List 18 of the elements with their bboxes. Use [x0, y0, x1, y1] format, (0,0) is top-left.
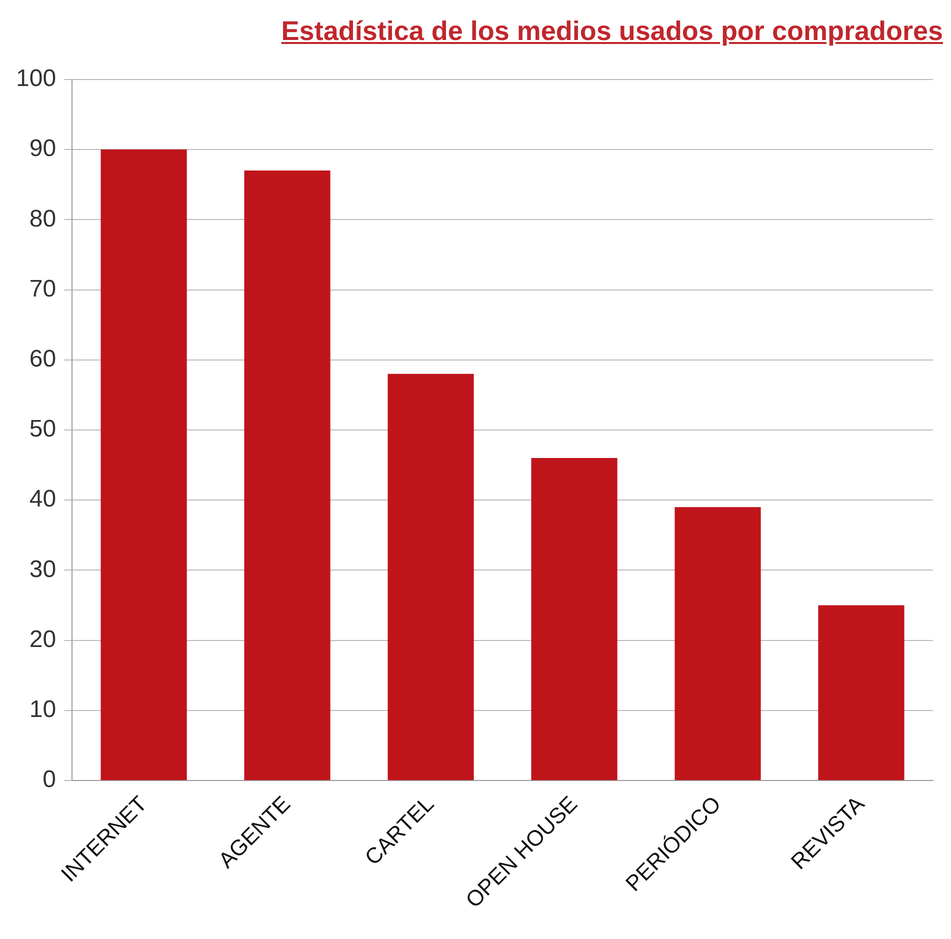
y-tick-label: 70	[29, 275, 56, 302]
y-tick-label: 60	[29, 346, 56, 373]
bar	[531, 458, 618, 780]
bar	[388, 374, 474, 780]
chart-title: Estadística de los medios usados por compradores	[280, 15, 943, 48]
bar	[100, 150, 187, 780]
y-tick-label: 40	[29, 486, 56, 513]
bar	[818, 605, 904, 780]
y-tick-label: 0	[42, 766, 56, 794]
y-tick-label: 10	[29, 696, 56, 724]
y-tick-label: 20	[29, 626, 56, 653]
bar	[244, 170, 330, 780]
y-tick-label: 90	[29, 135, 56, 162]
y-tick-label: 50	[29, 416, 56, 443]
y-tick-label: 80	[29, 205, 56, 232]
y-tick-label: 100	[16, 65, 56, 92]
y-tick-label: 30	[29, 556, 56, 583]
bar	[674, 507, 761, 780]
